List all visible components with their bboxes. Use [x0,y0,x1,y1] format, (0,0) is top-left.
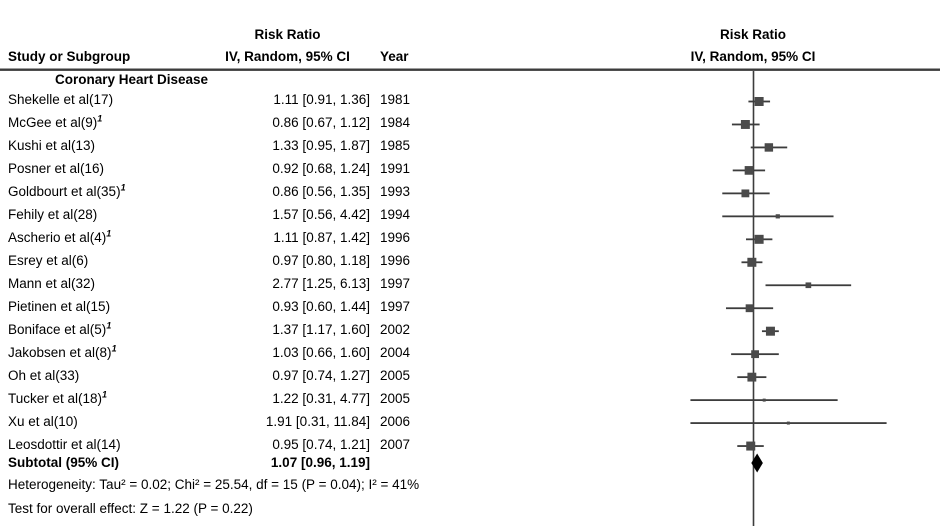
year-cell: 2005 [380,367,411,383]
study-row: Goldbourt et al(35)1 0.86 [0.56, 1.35] 199… [0,182,940,201]
study-name: Leosdottir et al(14) [8,436,121,452]
study-name: Goldbourt et al(35)1 [8,182,126,199]
study-name: Posner et al(16) [8,160,105,176]
study-row: Xu et al(10) 1.91 [0.31, 11.84] 2006 [0,414,940,431]
effect-estimate: 2.77 [1.25, 6.13] [272,275,370,291]
effect-estimate: 0.93 [0.60, 1.44] [272,298,370,314]
study-row: Tucker et al(18)1 1.22 [0.31, 4.77] 2005 [0,389,940,408]
study-row: Shekelle et al(17) 1.11 [0.91, 1.36] 1981 [0,92,940,109]
year-cell: 1985 [380,137,411,153]
study-row: Jakobsen et al(8)1 1.03 [0.66, 1.60] 2004 [0,343,940,362]
study-name: Boniface et al(5)1 [8,320,112,337]
study-name: Esrey et al(6) [8,252,89,268]
study-row: Esrey et al(6) 0.97 [0.80, 1.18] 1996 [0,253,940,270]
effect-estimate: 1.11 [0.91, 1.36] [273,92,370,107]
study-column-header: Study or Subgroup [8,49,131,64]
footnote-marker: 1 [120,182,126,193]
effect-estimate: 1.37 [1.17, 1.60] [272,321,370,337]
year-cell: 1996 [380,252,411,268]
subtotal-label: Subtotal (95% CI) [8,454,120,470]
effect-estimate: 0.97 [0.74, 1.27] [272,367,370,383]
study-name: Tucker et al(18)1 [8,389,108,406]
effect-estimate: 0.97 [0.80, 1.18] [272,252,370,268]
study-name: Kushi et al(13) [8,137,96,153]
effect-estimate: 0.86 [0.67, 1.12] [272,114,370,130]
year-cell: 2002 [380,321,411,337]
study-row: Ascherio et al(4)1 1.11 [0.87, 1.42] 1996 [0,228,940,247]
study-name: Xu et al(10) [8,413,78,429]
footnote-marker: 1 [106,228,112,239]
year-column-header: Year [380,49,409,64]
year-cell: 2004 [380,344,411,360]
study-name: Jakobsen et al(8)1 [8,343,117,360]
left-effect-header-line1: Risk Ratio [254,27,321,42]
subtotal-row: Subtotal (95% CI) 1.07 [0.96, 1.19] [0,455,940,472]
plot-header-line2: IV, Random, 95% CI [690,49,816,64]
study-row: Boniface et al(5)1 1.37 [1.17, 1.60] 2002 [0,320,940,339]
study-row: Posner et al(16) 0.92 [0.68, 1.24] 1991 [0,161,940,178]
subtotal-estimate: 1.07 [0.96, 1.19] [270,454,370,470]
year-cell: 2007 [380,436,411,452]
overall-effect-test: Test for overall effect: Z = 1.22 (P = 0… [8,501,253,516]
study-name: Pietinen et al(15) [8,298,111,314]
year-cell: 1991 [380,160,411,176]
footnote-marker: 1 [106,320,112,331]
study-row: Oh et al(33) 0.97 [0.74, 1.27] 2005 [0,368,940,385]
heterogeneity-stats: Heterogeneity: Tau² = 0.02; Chi² = 25.54… [8,477,420,492]
study-name: Mann et al(32) [8,275,96,291]
effect-estimate: 1.91 [0.31, 11.84] [265,413,370,429]
effect-estimate: 0.95 [0.74, 1.21] [272,436,370,452]
footnote-marker: 1 [102,389,108,400]
year-cell: 2005 [380,390,411,406]
year-cell: 1981 [380,92,411,107]
header-rule [0,68,940,71]
effect-estimate: 0.92 [0.68, 1.24] [272,160,370,176]
study-name: Oh et al(33) [8,367,80,383]
study-name: Ascherio et al(4)1 [8,228,112,245]
effect-estimate: 1.33 [0.95, 1.87] [272,137,370,153]
year-cell: 1993 [380,183,411,199]
effect-column-header: IV, Random, 95% CI [225,49,350,64]
study-name: Shekelle et al(17) [8,92,114,107]
study-row: Leosdottir et al(14) 0.95 [0.74, 1.21] 200… [0,437,940,454]
effect-estimate: 1.57 [0.56, 4.42] [272,206,370,222]
study-row: Pietinen et al(15) 0.93 [0.60, 1.44] 1997 [0,299,940,316]
effect-estimate: 1.11 [0.87, 1.42] [273,229,370,245]
year-cell: 1997 [380,275,411,291]
year-cell: 1984 [380,114,411,130]
study-name: Fehily et al(28) [8,206,98,222]
effect-estimate: 1.03 [0.66, 1.60] [272,344,370,360]
plot-header-line1: Risk Ratio [719,27,787,42]
study-row: Kushi et al(13) 1.33 [0.95, 1.87] 1985 [0,138,940,155]
year-cell: 1996 [380,229,411,245]
year-cell: 2006 [380,413,411,429]
footnote-marker: 1 [97,113,103,124]
year-cell: 1994 [380,206,411,222]
effect-estimate: 0.86 [0.56, 1.35] [272,183,370,199]
effect-estimate: 1.22 [0.31, 4.77] [272,390,370,406]
subgroup-heading: Coronary Heart Disease [55,72,209,87]
year-cell: 1997 [380,298,411,314]
study-row: Fehily et al(28) 1.57 [0.56, 4.42] 1994 [0,207,940,224]
footnote-marker: 1 [111,343,117,354]
study-row: McGee et al(9)1 0.86 [0.67, 1.12] 1984 [0,113,940,132]
study-name: McGee et al(9)1 [8,113,103,130]
study-row: Mann et al(32) 2.77 [1.25, 6.13] 1997 [0,276,940,293]
